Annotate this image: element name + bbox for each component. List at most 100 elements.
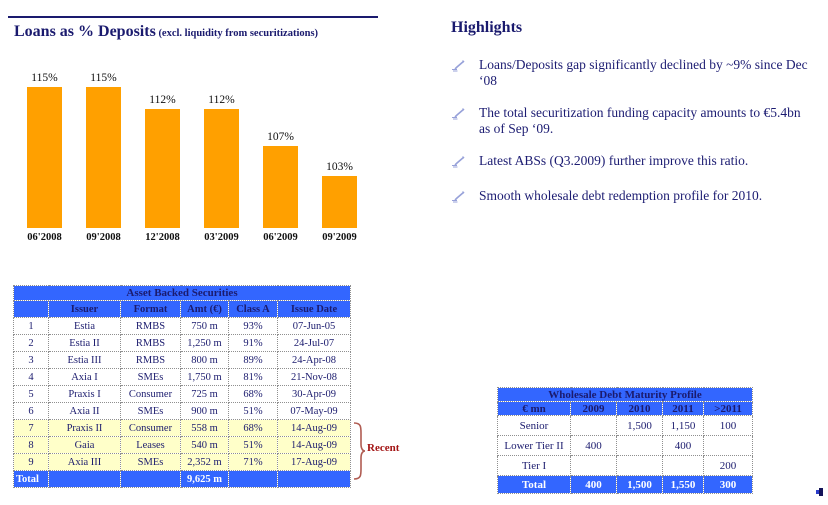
table-cell: SMEs bbox=[120, 402, 181, 420]
table-cell: 100 bbox=[702, 415, 754, 436]
highlight-text: Loans/Deposits gap significantly decline… bbox=[479, 57, 808, 89]
bar-value-label: 115% bbox=[90, 72, 117, 84]
table-cell: 81% bbox=[228, 368, 278, 386]
table-cell: 68% bbox=[228, 385, 278, 403]
bar-value-label: 107% bbox=[267, 131, 294, 144]
table-row: 6 Axia II SMEs 900 m 51% 07-May-09 bbox=[13, 402, 351, 420]
table-row: 5 Praxis I Consumer 725 m 68% 30-Apr-09 bbox=[13, 385, 351, 403]
table-cell: 2 bbox=[13, 334, 49, 352]
table-cell: 400 bbox=[662, 435, 704, 456]
bars-row: 115% 115% 112% 112% 107% 103% bbox=[15, 66, 369, 228]
table-cell: 1,150 bbox=[662, 415, 704, 436]
loans-deposits-bar-chart: 115% 115% 112% 112% 107% 103% 06'2008 09'2008 1… bbox=[15, 66, 369, 243]
table-cell: 3 bbox=[13, 351, 49, 369]
total-cell: 1,500 bbox=[616, 475, 663, 494]
highlight-item: Latest ABSs (Q3.2009) further improve th… bbox=[451, 153, 813, 173]
bar-slot: 107% bbox=[251, 131, 310, 228]
wholesale-table-title: Wholesale Debt Maturity Profile bbox=[496, 387, 754, 402]
table-cell: 93% bbox=[228, 317, 278, 335]
highlights-title: Highlights bbox=[451, 19, 523, 36]
table-cell: 558 m bbox=[180, 419, 229, 437]
table-cell: SMEs bbox=[120, 368, 181, 386]
table-row: Asset Backed Securities bbox=[13, 285, 351, 301]
table-row: € mn 2009 2010 2011 >2011 bbox=[497, 401, 754, 416]
highlight-text: Smooth wholesale debt redemption profile… bbox=[479, 187, 763, 203]
bar-slot: 112% bbox=[133, 94, 192, 228]
bar-value-label: 115% bbox=[31, 72, 58, 84]
bar-slot: 103% bbox=[310, 161, 369, 228]
table-cell: 68% bbox=[228, 419, 278, 437]
column-header: >2011 bbox=[702, 401, 754, 416]
bar-value-label: 112% bbox=[149, 94, 176, 107]
table-cell: 1 bbox=[13, 317, 49, 335]
total-cell bbox=[228, 470, 278, 488]
table-row: Issuer Format Amt (€) Class A Issue Date bbox=[13, 300, 351, 318]
table-row: 3 Estia III RMBS 800 m 89% 24-Apr-08 bbox=[13, 351, 351, 369]
table-row: 9 Axia III SMEs 2,352 m 71% 17-Aug-09 bbox=[13, 453, 351, 471]
table-cell: Consumer bbox=[120, 419, 181, 437]
table-cell: 89% bbox=[228, 351, 278, 369]
abs-table-body: Asset Backed Securities Issuer Format Amt (… bbox=[13, 285, 351, 488]
bar-category-label: 09'2009 bbox=[322, 232, 357, 243]
table-cell: 1,750 m bbox=[180, 368, 229, 386]
table-cell: Leases bbox=[120, 436, 181, 454]
highlights-list: Loans/Deposits gap significantly decline… bbox=[451, 57, 813, 223]
table-cell: 91% bbox=[228, 334, 278, 352]
bar-slot: 115% bbox=[15, 72, 74, 228]
highlight-text: Latest ABSs (Q3.2009) further improve th… bbox=[479, 152, 749, 168]
table-cell bbox=[616, 455, 663, 476]
table-cell: 900 m bbox=[180, 402, 229, 420]
bar-category-label: 06'2008 bbox=[27, 232, 62, 243]
table-cell: 750 m bbox=[180, 317, 229, 335]
recent-annotation: Recent bbox=[367, 442, 400, 454]
table-cell: 9 bbox=[13, 453, 49, 471]
chart-title: Loans as % Deposits (excl. liquidity fro… bbox=[14, 23, 318, 41]
table-row: 1 Estia RMBS 750 m 93% 07-Jun-05 bbox=[13, 317, 351, 335]
table-cell: 51% bbox=[228, 436, 278, 454]
bar bbox=[145, 109, 180, 228]
table-cell bbox=[570, 415, 617, 436]
table-cell: Gaia bbox=[48, 436, 121, 454]
column-header bbox=[13, 300, 49, 318]
table-cell: Estia III bbox=[48, 351, 121, 369]
total-cell: Total bbox=[13, 470, 49, 488]
table-cell: Tier I bbox=[497, 455, 571, 476]
table-cell: 8 bbox=[13, 436, 49, 454]
table-cell: 400 bbox=[570, 435, 617, 456]
table-cell: Axia I bbox=[48, 368, 121, 386]
total-cell: 1,550 bbox=[662, 475, 704, 494]
bar-value-label: 112% bbox=[208, 94, 235, 107]
total-cell: Total bbox=[497, 475, 571, 494]
table-row: Tier I 200 bbox=[497, 455, 754, 476]
total-cell bbox=[120, 470, 181, 488]
bar-category-label: 12'2008 bbox=[145, 232, 180, 243]
column-header: Format bbox=[120, 300, 181, 318]
highlight-item: The total securitization funding capacit… bbox=[451, 105, 813, 138]
column-header: Amt (€) bbox=[180, 300, 229, 318]
column-header: 2010 bbox=[616, 401, 663, 416]
bar bbox=[204, 109, 239, 228]
wholesale-table: Wholesale Debt Maturity Profile € mn 2009 2… bbox=[496, 387, 754, 494]
table-cell bbox=[662, 455, 704, 476]
table-cell: 1,500 bbox=[616, 415, 663, 436]
table-cell: 07-Jun-05 bbox=[277, 317, 351, 335]
table-cell bbox=[702, 435, 754, 456]
table-cell: 7 bbox=[13, 419, 49, 437]
chart-title-subtitle: (excl. liquidity from securitizations) bbox=[155, 28, 319, 39]
table-cell: 51% bbox=[228, 402, 278, 420]
highlight-text: The total securitization funding capacit… bbox=[479, 104, 801, 137]
bar-category-label: 06'2009 bbox=[263, 232, 298, 243]
table-cell: Estia II bbox=[48, 334, 121, 352]
table-row: Senior 1,500 1,150 100 bbox=[497, 415, 754, 436]
table-row: 2 Estia II RMBS 1,250 m 91% 24-Jul-07 bbox=[13, 334, 351, 352]
table-row: 7 Praxis II Consumer 558 m 68% 14-Aug-09 bbox=[13, 419, 351, 437]
table-cell: Praxis I bbox=[48, 385, 121, 403]
table-cell: RMBS bbox=[120, 317, 181, 335]
bar-category-label: 03'2009 bbox=[204, 232, 239, 243]
table-cell: 2,352 m bbox=[180, 453, 229, 471]
title-divider-rule bbox=[8, 16, 378, 18]
table-cell: 4 bbox=[13, 368, 49, 386]
bar bbox=[263, 146, 298, 228]
table-cell: 14-Aug-09 bbox=[277, 419, 351, 437]
column-header: Issuer bbox=[48, 300, 121, 318]
